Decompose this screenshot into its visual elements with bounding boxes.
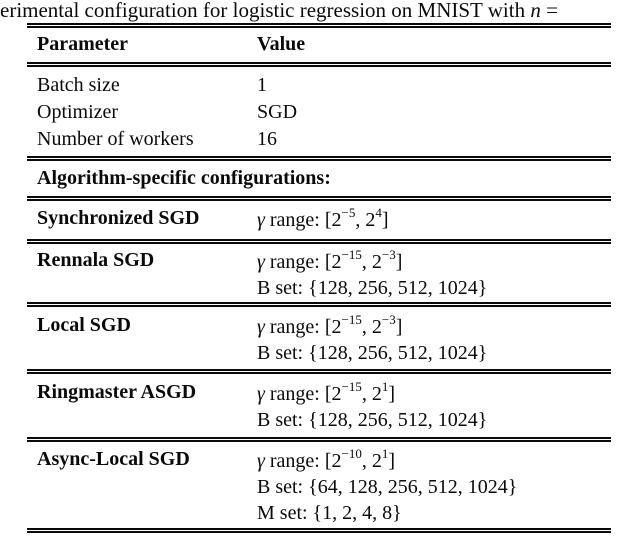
m-set: M set: {1, 2, 4, 8} — [257, 502, 402, 524]
table-row: Number of workers 16 — [27, 126, 611, 153]
column-header-parameter: Parameter — [37, 33, 129, 55]
algorithm-row-synchronized-sgd: Synchronized SGD γ range: [2−5, 24] — [27, 201, 611, 239]
gamma-exponent: 1 — [381, 379, 389, 395]
table-rule — [27, 62, 611, 67]
algorithm-row-async-local-sgd: Async-Local SGD γ range: [2−10, 21] B se… — [27, 442, 611, 528]
table-rule — [27, 437, 611, 442]
algorithm-name: Async-Local SGD — [37, 448, 190, 470]
algorithm-name: Local SGD — [37, 314, 131, 336]
table-toprule — [27, 23, 611, 28]
table-row: Batch size 1 — [27, 72, 611, 99]
caption-math-var: n — [530, 0, 541, 22]
b-set: B set: {128, 256, 512, 1024} — [257, 277, 488, 299]
algorithm-name: Ringmaster ASGD — [37, 381, 197, 403]
table-caption: erimental configuration for logistic reg… — [0, 0, 640, 24]
value-cell: 1 — [257, 74, 267, 96]
gamma-exponent: −15 — [341, 379, 362, 395]
section-header-label: Algorithm-specific configurations: — [37, 167, 331, 189]
value-cell: 16 — [257, 128, 277, 150]
caption-equals: = — [546, 0, 558, 22]
table-bottomrule — [27, 528, 611, 533]
table-rule — [27, 369, 611, 374]
gamma-range: γ range: [2−15, 21] — [257, 379, 396, 405]
table-rule — [27, 239, 611, 244]
general-config-section: Batch size 1 Optimizer SGD Number of wor… — [27, 67, 611, 156]
algorithm-row-rennala-sgd: Rennala SGD γ range: [2−15, 2−3] B set: … — [27, 244, 611, 302]
caption-text: erimental configuration for logistic reg… — [0, 0, 526, 22]
algorithm-name: Rennala SGD — [37, 249, 155, 271]
config-table: Parameter Value Batch size 1 Optimizer S… — [27, 23, 611, 533]
b-set: B set: {128, 256, 512, 1024} — [257, 409, 488, 431]
parameter-cell: Number of workers — [37, 128, 194, 150]
gamma-exponent: 4 — [375, 205, 382, 221]
gamma-symbol: γ — [257, 209, 265, 231]
table-header-row: Parameter Value — [27, 28, 611, 62]
gamma-symbol: γ — [257, 383, 265, 405]
parameter-cell: Batch size — [37, 74, 120, 96]
gamma-exponent: −15 — [341, 247, 362, 263]
gamma-symbol: γ — [257, 251, 265, 273]
algorithm-row-local-sgd: Local SGD γ range: [2−15, 2−3] B set: {1… — [27, 307, 611, 369]
b-set: B set: {64, 128, 256, 512, 1024} — [257, 476, 518, 498]
table-row: Optimizer SGD — [27, 99, 611, 126]
table-rule — [27, 156, 611, 161]
gamma-range: γ range: [2−10, 21] — [257, 446, 396, 472]
gamma-range: γ range: [2−15, 2−3] — [257, 312, 403, 338]
gamma-exponent: −10 — [341, 446, 362, 462]
value-cell: SGD — [257, 101, 298, 123]
table-rule — [27, 196, 611, 201]
section-header-row: Algorithm-specific configurations: — [27, 161, 611, 196]
algorithm-name: Synchronized SGD — [37, 207, 200, 229]
gamma-exponent: 1 — [381, 446, 389, 462]
gamma-exponent: −15 — [341, 312, 362, 328]
gamma-symbol: γ — [257, 316, 265, 338]
gamma-exponent: −5 — [341, 205, 356, 221]
b-set: B set: {128, 256, 512, 1024} — [257, 342, 488, 364]
table-rule — [27, 302, 611, 307]
gamma-range: γ range: [2−5, 24] — [257, 205, 389, 231]
gamma-range: γ range: [2−15, 2−3] — [257, 247, 403, 273]
algorithm-row-ringmaster-asgd: Ringmaster ASGD γ range: [2−15, 21] B se… — [27, 374, 611, 437]
gamma-exponent: −3 — [381, 312, 396, 328]
column-header-value: Value — [257, 33, 306, 55]
gamma-exponent: −3 — [381, 247, 396, 263]
parameter-cell: Optimizer — [37, 101, 119, 123]
gamma-symbol: γ — [257, 450, 265, 472]
